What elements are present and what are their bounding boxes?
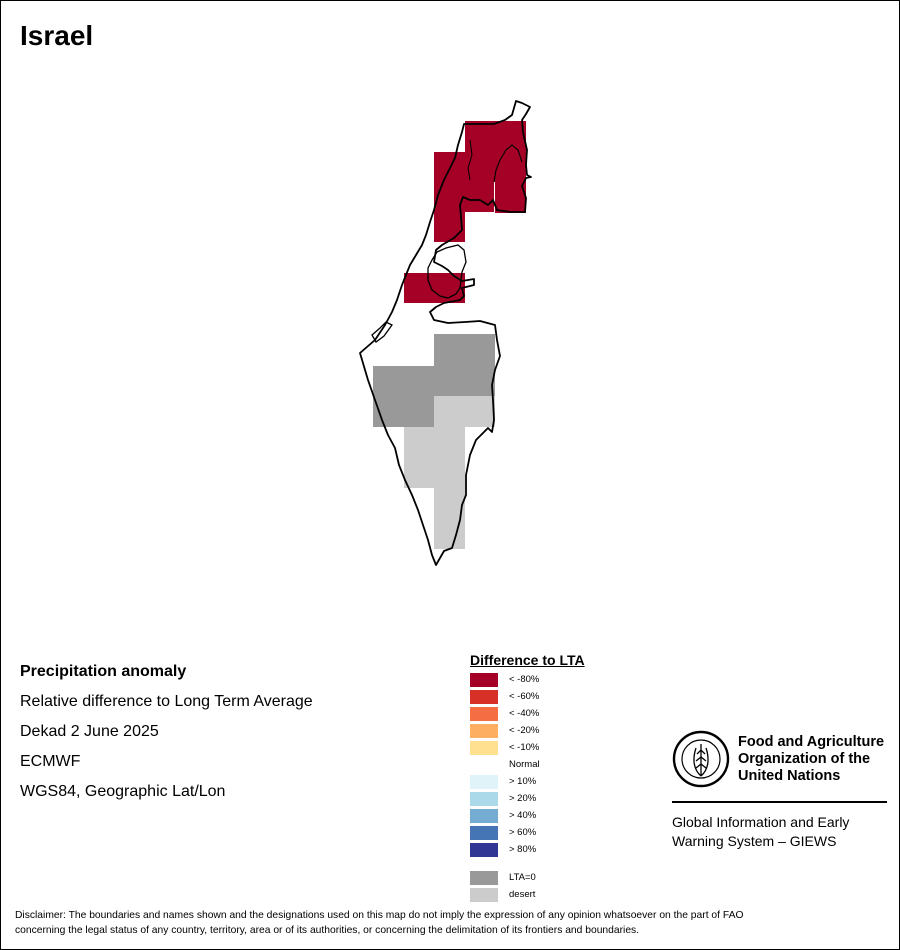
- fao-divider: [672, 801, 887, 803]
- fao-name-line-2: Organization of the: [738, 751, 871, 767]
- legend-label: < -20%: [509, 725, 540, 736]
- legend-item: desert: [470, 887, 670, 904]
- legend-label: Normal: [509, 759, 540, 770]
- west-bank-boundary: [427, 244, 467, 299]
- legend-item: < -10%: [470, 740, 670, 757]
- legend-label: > 20%: [509, 793, 537, 804]
- legend-item: < -60%: [470, 689, 670, 706]
- anomaly-cells: [373, 121, 526, 549]
- legend-title: Difference to LTA: [470, 652, 585, 668]
- galilee-line: [467, 139, 473, 181]
- golan-boundary: [493, 144, 523, 183]
- legend-item: > 20%: [470, 791, 670, 808]
- legend-swatch: [470, 724, 498, 738]
- legend-label: LTA=0: [509, 872, 536, 883]
- legend-item: > 60%: [470, 825, 670, 842]
- fao-logo-icon: [672, 730, 730, 788]
- legend-label: < -80%: [509, 674, 540, 685]
- legend-label: > 80%: [509, 844, 537, 855]
- legend-swatch: [470, 741, 498, 755]
- legend-item: LTA=0: [470, 870, 670, 887]
- legend-item: > 40%: [470, 808, 670, 825]
- legend-label: > 60%: [509, 827, 537, 838]
- info-line-4: WGS84, Geographic Lat/Lon: [20, 783, 226, 800]
- map-info: Precipitation anomaly Relative differenc…: [20, 657, 313, 807]
- cell-severe-deficit: [404, 273, 465, 303]
- legend-label: > 10%: [509, 776, 537, 787]
- legend-item: Normal: [470, 757, 670, 774]
- legend-label: < -60%: [509, 691, 540, 702]
- info-line-1: Relative difference to Long Term Average: [20, 693, 313, 710]
- legend-label: < -40%: [509, 708, 540, 719]
- legend-swatch: [470, 775, 498, 789]
- legend-swatch: [470, 871, 498, 885]
- cell-lta-zero: [434, 334, 495, 366]
- fao-name-line-1: Food and Agriculture: [738, 734, 885, 750]
- cell-severe-deficit: [495, 182, 526, 213]
- cell-lta-zero: [373, 366, 495, 396]
- legend-items: < -80% < -60% < -40% < -20% < -10% Normal > 10…: [470, 672, 670, 859]
- giews-line-1: Global Information and Early: [672, 814, 850, 830]
- israel-boundary: [359, 100, 532, 566]
- cell-desert: [434, 396, 495, 427]
- legend: Difference to LTA < -80% < -60% < -40% < -2…: [470, 652, 670, 904]
- legend-swatch: [470, 690, 498, 704]
- fao-name: Food and Agriculture Organization of the…: [738, 734, 898, 785]
- fao-name-line-3: United Nations: [738, 768, 841, 784]
- legend-item: < -80%: [470, 672, 670, 689]
- legend-label: < -10%: [509, 742, 540, 753]
- legend-swatch: [470, 673, 498, 687]
- map-canvas: [359, 100, 532, 566]
- info-heading: Precipitation anomaly: [20, 663, 187, 680]
- legend-item: < -20%: [470, 723, 670, 740]
- legend-swatch: [470, 826, 498, 840]
- legend-swatch: [470, 843, 498, 857]
- legend-swatch: [470, 758, 498, 772]
- legend-swatch: [470, 707, 498, 721]
- legend-swatch: [470, 888, 498, 902]
- giews-label: Global Information and Early Warning Sys…: [672, 813, 892, 851]
- disclaimer-line-2: concerning the legal status of any count…: [15, 925, 640, 936]
- info-line-2: Dekad 2 June 2025: [20, 723, 159, 740]
- disclaimer: Disclaimer: The boundaries and names sho…: [15, 908, 885, 938]
- legend-swatch: [470, 809, 498, 823]
- giews-line-2: Warning System – GIEWS: [672, 833, 837, 849]
- legend-extra: LTA=0 desert: [470, 870, 670, 904]
- legend-swatch: [470, 792, 498, 806]
- map-title: Israel: [20, 20, 94, 51]
- info-line-3: ECMWF: [20, 753, 81, 770]
- legend-label: desert: [509, 889, 536, 900]
- legend-item: < -40%: [470, 706, 670, 723]
- disclaimer-line-1: Disclaimer: The boundaries and names sho…: [15, 910, 744, 921]
- gaza-boundary: [371, 321, 393, 343]
- legend-item: > 10%: [470, 774, 670, 791]
- legend-item: > 80%: [470, 842, 670, 859]
- cell-severe-deficit: [434, 212, 465, 242]
- legend-label: > 40%: [509, 810, 537, 821]
- cell-desert: [404, 427, 465, 488]
